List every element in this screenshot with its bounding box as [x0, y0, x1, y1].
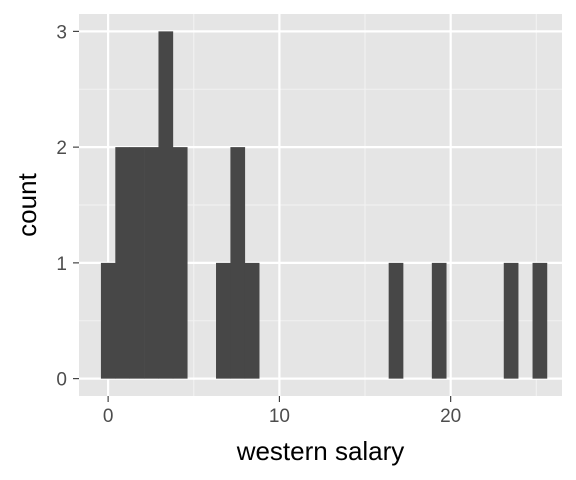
x-axis-ticks: 0 10 20	[103, 396, 461, 427]
y-tick-label: 1	[56, 254, 67, 275]
histogram-bar	[244, 262, 260, 379]
x-axis-title: western salary	[236, 436, 405, 466]
histogram-bar	[230, 147, 246, 379]
y-axis-title: count	[12, 172, 42, 236]
x-tick-label: 10	[269, 406, 290, 427]
histogram-bar	[129, 147, 145, 379]
y-tick-label: 2	[56, 138, 67, 159]
histogram-bars	[100, 31, 548, 379]
x-tick-label: 20	[440, 406, 461, 427]
y-tick-label: 3	[56, 22, 67, 43]
histogram-bar	[216, 262, 231, 379]
histogram-bar	[431, 262, 447, 379]
histogram-bar	[115, 147, 130, 379]
histogram-bar	[158, 31, 174, 379]
histogram-bar	[172, 147, 188, 379]
histogram-bar	[100, 262, 116, 379]
histogram-bar	[503, 262, 519, 379]
histogram-bar	[532, 262, 548, 379]
y-axis-ticks: 0 1 2 3	[56, 22, 79, 391]
y-tick-label: 0	[56, 370, 67, 391]
histogram-bar	[144, 147, 159, 379]
x-tick-label: 0	[103, 406, 114, 427]
histogram-bar	[388, 262, 404, 379]
